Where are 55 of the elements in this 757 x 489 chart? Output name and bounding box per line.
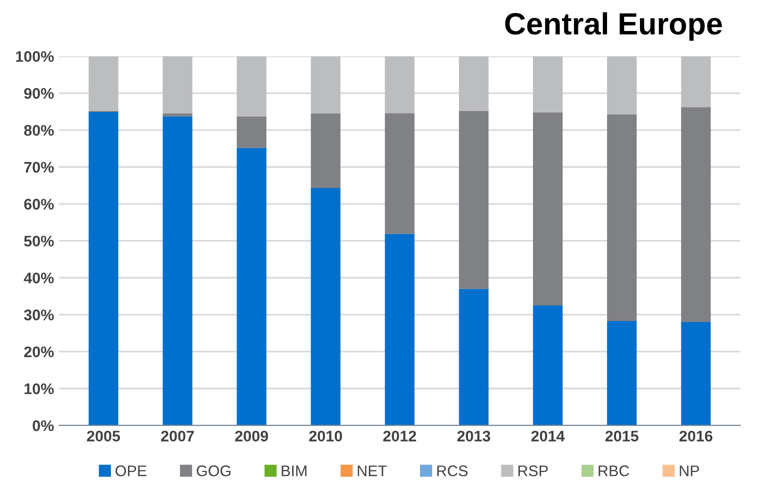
bar	[681, 56, 711, 108]
bar	[607, 114, 637, 321]
bar	[310, 188, 340, 426]
legend-label: GOG	[196, 465, 230, 476]
bar	[88, 112, 118, 426]
bar	[236, 148, 266, 426]
x-tick-label: 2013	[457, 430, 490, 442]
bar	[458, 56, 489, 111]
y-tick-label: 80%	[24, 124, 54, 136]
bar	[532, 112, 563, 306]
bar	[532, 56, 563, 112]
x-tick-label: 2009	[235, 430, 268, 442]
bar	[236, 116, 266, 148]
bar	[162, 56, 192, 114]
x-tick-label: 2012	[383, 430, 416, 442]
x-tick-label: 2007	[161, 430, 194, 442]
x-tick-label: 2016	[679, 430, 712, 442]
bar	[162, 116, 192, 426]
y-tick-label: 0%	[32, 420, 54, 432]
bar	[458, 110, 489, 289]
y-tick-label: 60%	[24, 198, 54, 210]
bar	[88, 56, 118, 111]
bar	[162, 113, 192, 116]
bar	[681, 107, 711, 322]
bar	[310, 56, 340, 114]
bar	[384, 56, 415, 114]
y-tick-label: 20%	[24, 346, 54, 358]
y-tick-label: 30%	[24, 310, 54, 320]
x-tick-label: 2005	[87, 430, 120, 442]
legend-label: RCS	[437, 465, 468, 476]
y-tick-label: 70%	[24, 162, 54, 173]
bar	[681, 322, 711, 426]
bar	[384, 234, 415, 426]
legend-label: NP	[680, 466, 700, 476]
bar	[236, 56, 266, 116]
y-tick-label: 40%	[24, 272, 54, 284]
legend-label: OPE	[116, 465, 146, 476]
legend-label: NET	[358, 466, 387, 476]
chart-title: Central Europe	[505, 12, 722, 41]
bar	[384, 113, 415, 234]
x-tick-label: 2010	[309, 430, 342, 442]
y-tick-label: 90%	[24, 88, 54, 99]
y-tick-label: 50%	[24, 236, 54, 247]
legend-label: RSP	[518, 465, 548, 476]
bar	[607, 56, 637, 114]
y-tick-label: 100%	[16, 51, 54, 62]
x-tick-label: 2014	[531, 430, 565, 442]
x-tick-label: 2015	[605, 430, 638, 442]
y-tick-label: 10%	[24, 383, 54, 394]
bar	[607, 320, 637, 426]
legend-label: BIM	[282, 466, 306, 476]
bar	[532, 305, 563, 426]
bar	[310, 113, 340, 188]
bar	[458, 288, 489, 426]
legend-label: RBC	[598, 465, 630, 476]
